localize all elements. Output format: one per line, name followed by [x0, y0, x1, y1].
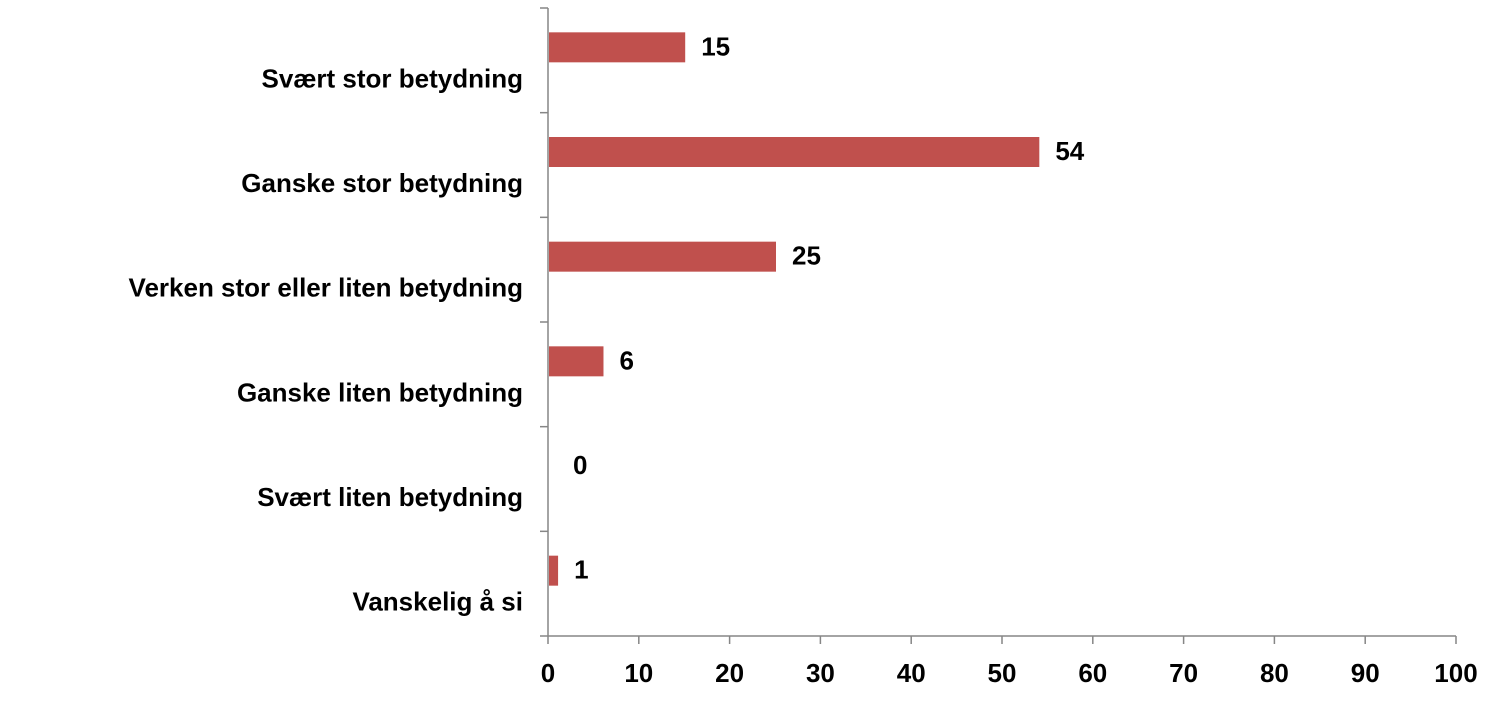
data-label: 0 [573, 450, 587, 480]
bar [549, 346, 604, 377]
category-label: Ganske liten betydning [237, 377, 523, 407]
bar [549, 137, 1040, 167]
category-label: Vanskelig å si [352, 587, 523, 617]
x-tick-label: 90 [1351, 658, 1380, 688]
data-label: 25 [792, 241, 821, 271]
category-label: Svært stor betydning [262, 63, 523, 93]
category-label: Svært liten betydning [257, 482, 523, 512]
data-label: 15 [701, 31, 730, 61]
bar [549, 241, 776, 272]
category-label: Verken stor eller liten betydning [129, 273, 523, 303]
category-label: Ganske stor betydning [241, 168, 523, 198]
x-tick-label: 70 [1169, 658, 1198, 688]
data-label: 1 [574, 555, 588, 585]
x-tick-label: 40 [897, 658, 926, 688]
bar [549, 32, 686, 63]
x-tick-label: 60 [1078, 658, 1107, 688]
x-tick-label: 80 [1260, 658, 1289, 688]
x-tick-label: 100 [1434, 658, 1477, 688]
axes [540, 7, 1457, 644]
data-label: 54 [1055, 136, 1084, 166]
x-tick-label: 30 [806, 658, 835, 688]
bars [549, 32, 1040, 586]
bar [549, 555, 559, 586]
x-tick-label: 10 [624, 658, 653, 688]
x-tick-label: 0 [541, 658, 555, 688]
x-tick-label: 20 [715, 658, 744, 688]
data-label: 6 [619, 345, 633, 375]
x-tick-label: 50 [988, 658, 1017, 688]
